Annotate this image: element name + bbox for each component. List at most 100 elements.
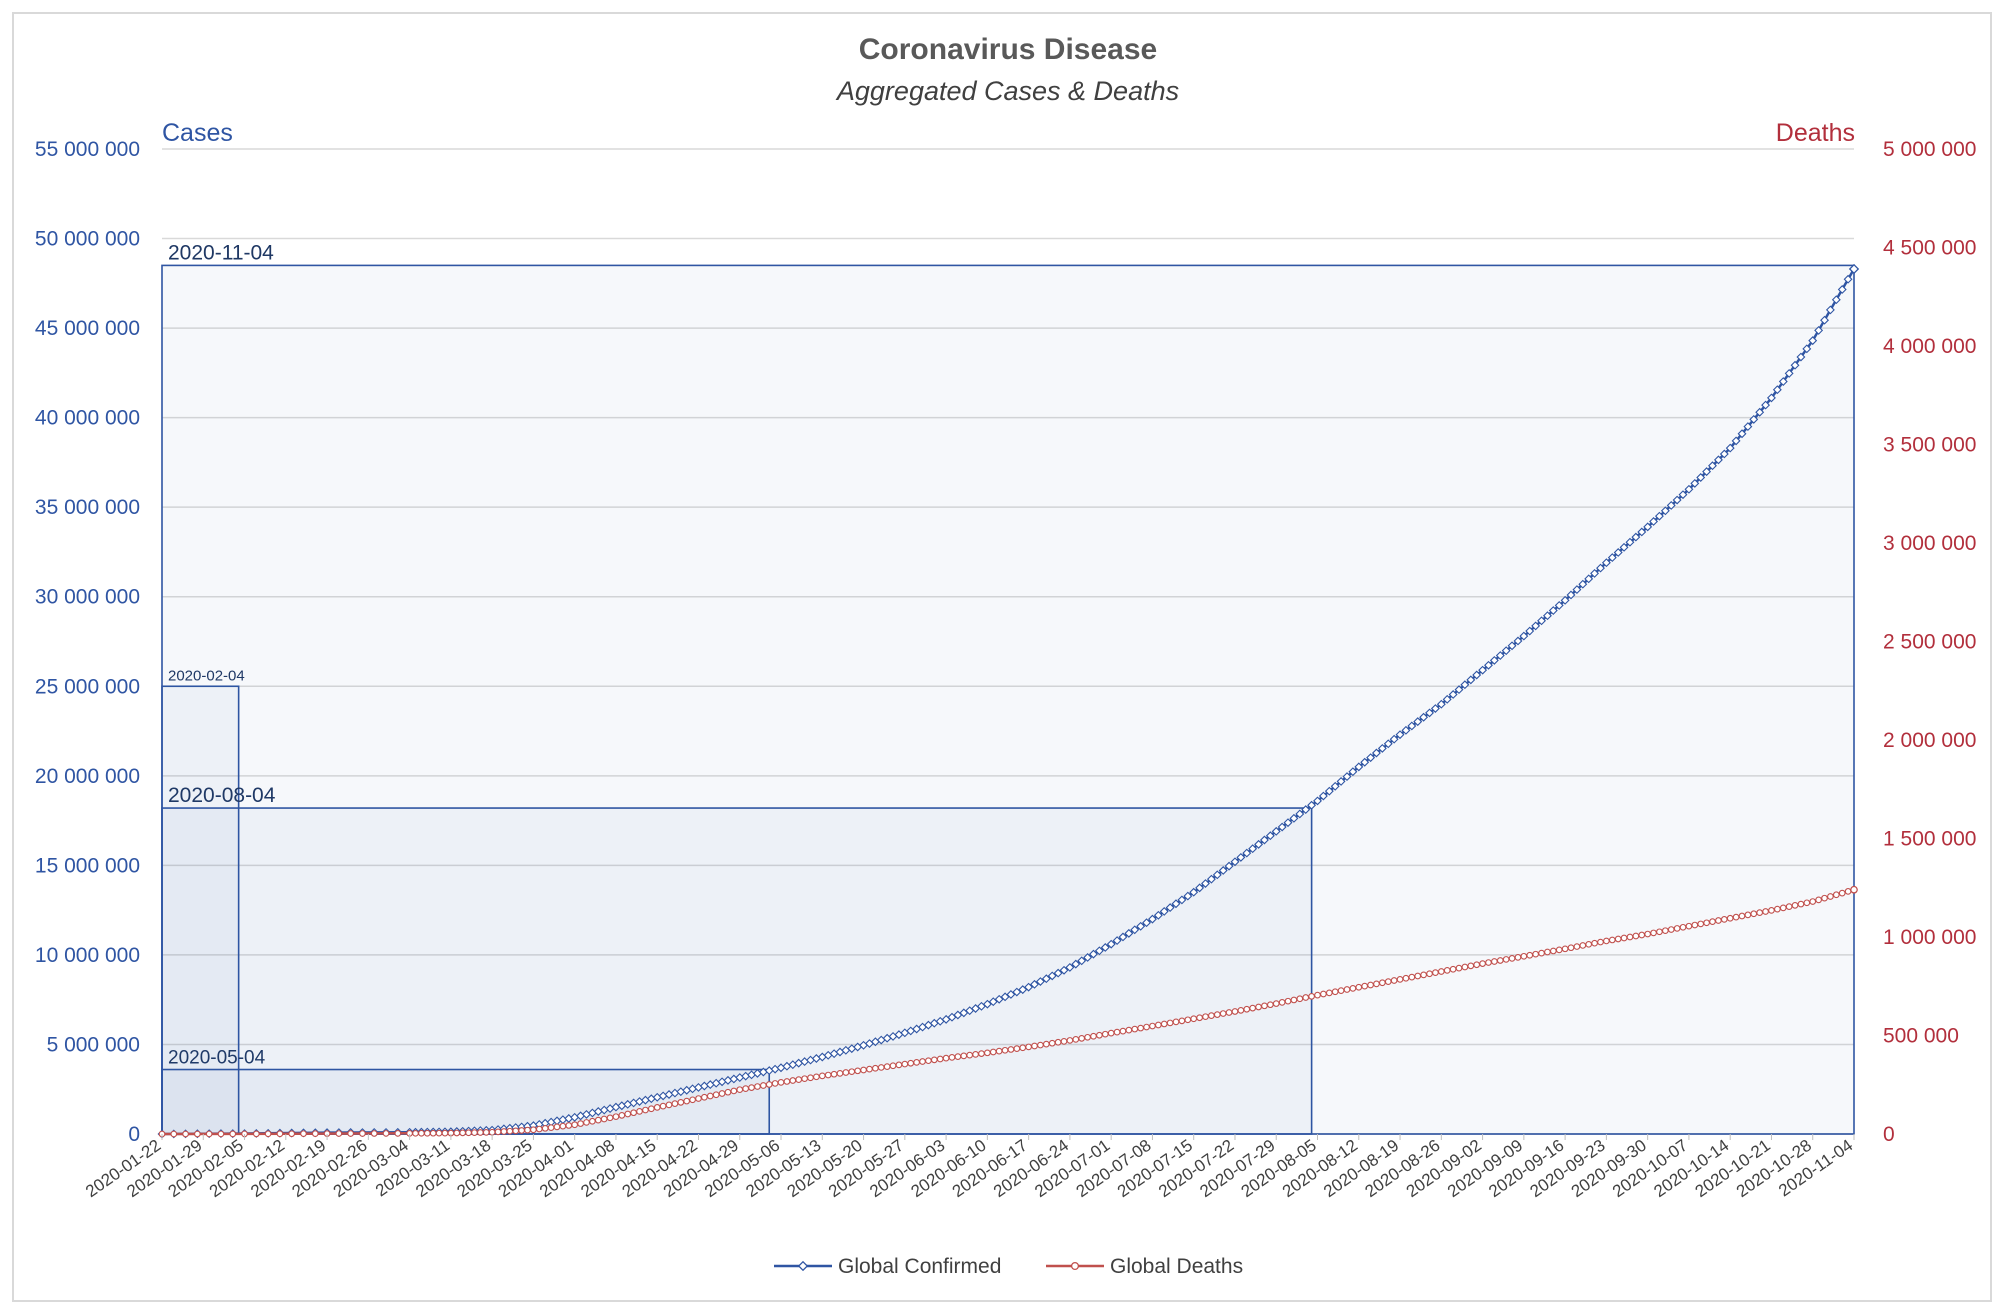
- series-marker: [1206, 874, 1216, 884]
- series-marker: [1785, 903, 1793, 910]
- series-marker: [1690, 478, 1700, 488]
- series-marker: [1691, 921, 1699, 929]
- series-marker: [564, 1114, 574, 1123]
- left-axis-ticks: 0 5 000 000 10 000 000 15 000 000 20 000 000…: [35, 138, 140, 1146]
- series-marker: [1815, 896, 1822, 904]
- series-marker: [1631, 532, 1641, 542]
- series-marker: [830, 1070, 838, 1078]
- annotation-label: 2020-05-04: [168, 1048, 266, 1069]
- series-marker: [1673, 925, 1681, 932]
- series-marker: [500, 1128, 508, 1135]
- series-marker: [1137, 1024, 1144, 1032]
- series-marker: [1643, 522, 1653, 532]
- series-marker: [1396, 976, 1404, 983]
- series-marker: [711, 1078, 721, 1088]
- series-marker: [1171, 899, 1181, 909]
- annotation-label: 2020-02-04: [168, 667, 245, 684]
- series-marker: [783, 1078, 791, 1085]
- series-marker: [801, 1075, 808, 1083]
- series-marker: [736, 1086, 744, 1094]
- series-marker: [1242, 848, 1252, 858]
- right-tick-label: 4 500 000: [1883, 237, 1976, 260]
- series-marker: [689, 1096, 696, 1104]
- series-marker: [1784, 368, 1794, 378]
- series-marker: [1838, 889, 1846, 897]
- series-marker: [1224, 861, 1234, 871]
- series-marker: [1100, 943, 1110, 952]
- series-marker: [1072, 1036, 1080, 1043]
- series-marker: [1538, 949, 1545, 957]
- series-marker: [1106, 939, 1116, 949]
- series-marker: [1843, 274, 1853, 284]
- series-marker: [978, 1050, 985, 1057]
- series-marker: [1566, 590, 1576, 600]
- series-marker: [1060, 1038, 1068, 1045]
- series-marker: [676, 1087, 686, 1097]
- series-marker: [1732, 913, 1740, 921]
- series-marker: [577, 1120, 584, 1127]
- series-marker: [1755, 407, 1765, 417]
- series-marker: [1601, 558, 1611, 568]
- series-marker: [1354, 762, 1364, 772]
- series-marker: [735, 1073, 745, 1083]
- series-marker: [1667, 926, 1675, 933]
- series-marker: [1384, 978, 1392, 985]
- legend-marker: [797, 1260, 809, 1272]
- series-marker: [1031, 1042, 1038, 1050]
- series-marker: [1672, 495, 1682, 505]
- series-marker: [742, 1085, 750, 1092]
- right-tick-label: 1 000 000: [1883, 926, 1976, 949]
- series-marker: [617, 1101, 627, 1111]
- series-marker: [1719, 449, 1729, 459]
- series-marker: [1272, 1000, 1280, 1007]
- series-marker: [1089, 949, 1098, 959]
- left-tick-label: 55 000 000: [35, 138, 140, 161]
- series-marker: [1278, 999, 1286, 1006]
- left-tick-label: 0: [128, 1123, 140, 1146]
- series-marker: [1018, 985, 1028, 995]
- series-marker: [1708, 461, 1717, 471]
- series-marker: [1373, 980, 1380, 988]
- right-tick-label: 1 500 000: [1883, 828, 1976, 851]
- series-marker: [642, 1106, 649, 1114]
- series-marker: [1231, 1008, 1239, 1015]
- left-tick-label: 40 000 000: [35, 407, 140, 430]
- series-marker: [1325, 989, 1333, 997]
- series-marker: [630, 1109, 637, 1117]
- series-marker: [936, 1055, 944, 1063]
- series-marker: [1549, 947, 1557, 955]
- left-tick-label: 20 000 000: [35, 765, 140, 788]
- series-marker: [1035, 977, 1045, 986]
- series-marker: [1337, 987, 1345, 994]
- series-marker: [1149, 1022, 1156, 1030]
- series-marker: [1383, 739, 1393, 749]
- series-marker: [1554, 600, 1564, 610]
- series-marker: [818, 1072, 826, 1080]
- series-marker: [594, 1116, 602, 1124]
- series-marker: [547, 1124, 555, 1131]
- series-marker: [635, 1097, 644, 1106]
- series-marker: [982, 999, 992, 1009]
- series-marker: [311, 1130, 319, 1137]
- series-marker: [1147, 914, 1157, 924]
- series-marker: [1401, 725, 1411, 735]
- series-marker: [1313, 796, 1322, 806]
- series-marker: [1084, 1033, 1091, 1041]
- series-marker: [658, 1091, 668, 1101]
- right-tick-label: 5 000 000: [1883, 138, 1976, 161]
- series-marker: [535, 1125, 543, 1133]
- series-marker: [1713, 455, 1723, 465]
- series-marker: [1584, 574, 1594, 584]
- series-marker: [540, 1118, 550, 1128]
- series-marker: [1265, 831, 1275, 841]
- series-marker: [748, 1084, 755, 1091]
- series-marker: [989, 1048, 997, 1056]
- series-marker: [465, 1129, 472, 1137]
- right-axis-ticks: 0 500 000 1 000 000 1 500 000 2 000 000 2 500…: [1883, 138, 1976, 1146]
- series-marker: [1772, 385, 1782, 395]
- series-marker: [1196, 1014, 1203, 1022]
- series-marker: [1219, 1010, 1227, 1017]
- series-marker: [1827, 893, 1834, 900]
- series-marker: [1466, 675, 1476, 685]
- series-marker: [759, 1082, 767, 1089]
